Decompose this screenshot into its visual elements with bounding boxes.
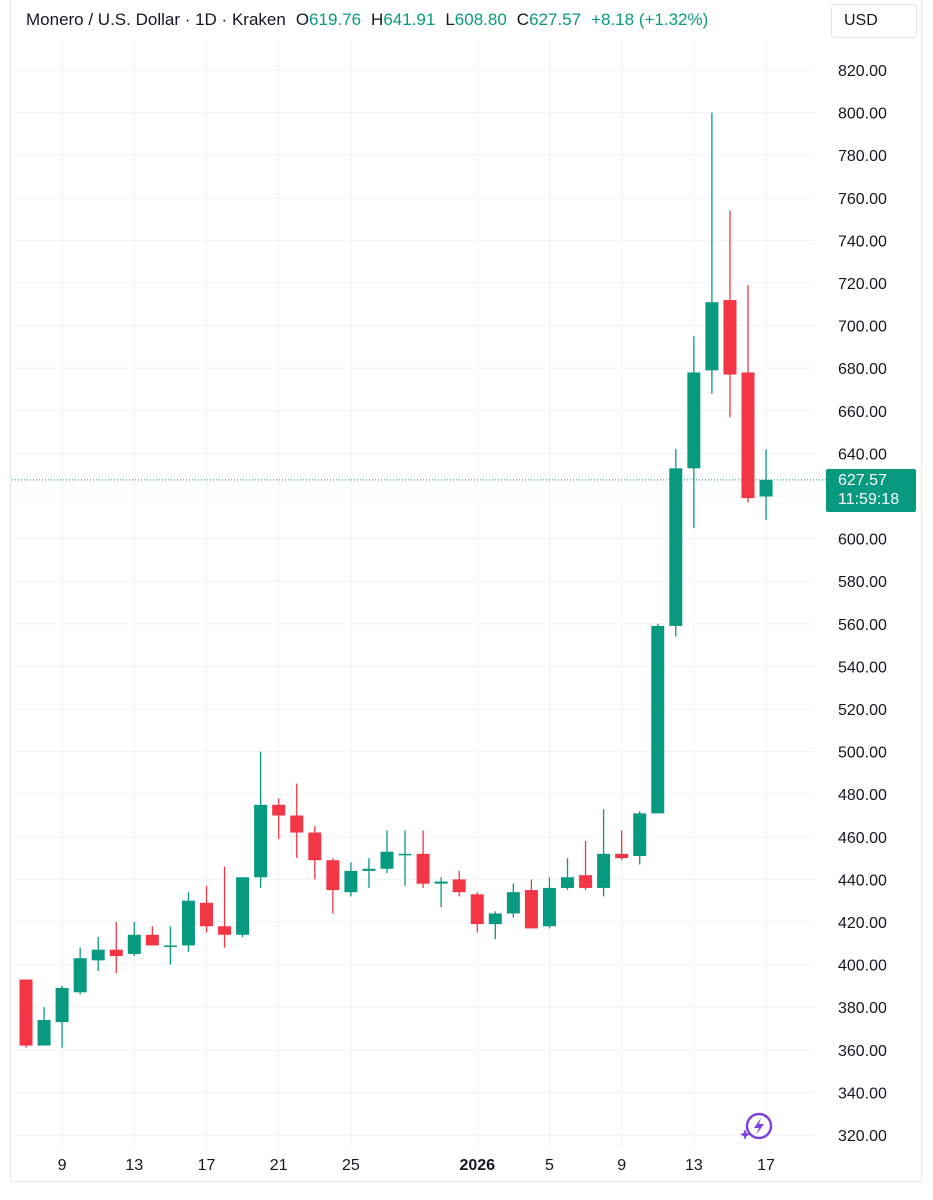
y-tick-label: 780.00: [838, 148, 887, 165]
candle-body: [741, 372, 755, 499]
candle-body: [200, 902, 213, 927]
candle-body: [326, 860, 340, 891]
last-price: 627.57: [838, 472, 887, 489]
x-tick-label: 9: [58, 1157, 67, 1174]
y-tick-label: 540.00: [838, 659, 887, 676]
candle-body: [705, 302, 719, 371]
y-tick-label: 660.00: [838, 404, 887, 421]
y-tick-label: 500.00: [838, 745, 887, 762]
candle-body: [524, 890, 538, 929]
candle-body: [434, 881, 448, 884]
x-tick-label: 21: [270, 1157, 288, 1174]
high-label: H: [371, 10, 384, 29]
candle-body: [290, 815, 304, 833]
y-tick-label: 640.00: [838, 446, 887, 463]
candle-body: [37, 1019, 51, 1046]
candle-body: [344, 870, 358, 893]
x-tick-label: 13: [125, 1157, 143, 1174]
x-tick-label: 25: [342, 1157, 360, 1174]
symbol-title[interactable]: Monero / U.S. Dollar · 1D · Kraken: [26, 10, 286, 29]
y-tick-label: 520.00: [838, 702, 887, 719]
candle-body: [488, 913, 502, 925]
candle-body: [633, 813, 647, 856]
chart-frame: [10, 0, 922, 1182]
close-value: 627.57: [529, 10, 582, 29]
lightning-sparkle-icon[interactable]: [738, 1110, 774, 1144]
y-tick-label: 320.00: [838, 1128, 887, 1145]
y-tick-label: 700.00: [838, 319, 887, 336]
candle-body: [416, 853, 430, 884]
low-value: 608.80: [454, 10, 507, 29]
candle-body: [398, 853, 412, 856]
candle-body: [91, 949, 105, 961]
y-tick-label: 340.00: [838, 1085, 887, 1102]
bar-countdown: 11:59:18: [838, 491, 900, 508]
x-tick-label: 17: [757, 1157, 775, 1174]
x-tick-label: 2026: [459, 1157, 495, 1174]
candle-body: [723, 300, 737, 375]
open-value: 619.76: [309, 10, 362, 29]
candle-body: [55, 988, 69, 1023]
y-tick-label: 420.00: [838, 915, 887, 932]
symbol-legend: Monero / U.S. Dollar · 1D · Kraken O619.7…: [26, 10, 708, 30]
candle-body: [308, 832, 322, 861]
x-tick-label: 5: [545, 1157, 554, 1174]
y-tick-label: 480.00: [838, 787, 887, 804]
x-tick-label: 9: [617, 1157, 626, 1174]
candle-body: [579, 875, 593, 888]
candle-body: [561, 877, 574, 888]
candle-body: [759, 479, 773, 497]
x-tick-label: 13: [685, 1157, 703, 1174]
y-tick-label: 400.00: [838, 958, 887, 975]
y-tick-label: 380.00: [838, 1000, 887, 1017]
y-tick-label: 800.00: [838, 106, 887, 123]
candle-body: [470, 894, 484, 925]
y-tick-label: 740.00: [838, 233, 887, 250]
candle-body: [73, 958, 87, 993]
candle-body: [597, 853, 611, 888]
candle-body: [669, 468, 683, 626]
candle-body: [687, 372, 701, 469]
candle-body: [272, 804, 286, 816]
candle-body: [380, 851, 394, 869]
y-tick-label: 440.00: [838, 872, 887, 889]
candle-body: [615, 853, 629, 859]
candle-body: [452, 879, 466, 893]
y-tick-label: 600.00: [838, 532, 887, 549]
candle-body: [145, 934, 159, 946]
y-tick-label: 560.00: [838, 617, 887, 634]
close-label: C: [516, 10, 530, 29]
y-tick-label: 360.00: [838, 1043, 887, 1060]
currency-button[interactable]: USD: [831, 4, 917, 38]
open-label: O: [295, 10, 310, 29]
x-tick-label: 17: [198, 1157, 216, 1174]
candle-body: [506, 892, 520, 914]
candle-body: [254, 804, 268, 878]
candle-body: [163, 945, 177, 947]
y-tick-label: 760.00: [838, 191, 887, 208]
y-tick-label: 720.00: [838, 276, 887, 293]
candle-body: [362, 868, 376, 871]
candle-body: [236, 877, 250, 935]
candle-body: [109, 949, 123, 957]
y-tick-label: 820.00: [838, 63, 887, 80]
candle-body: [651, 625, 665, 814]
y-tick-label: 580.00: [838, 574, 887, 591]
low-label: L: [445, 10, 455, 29]
y-tick-label: 460.00: [838, 830, 887, 847]
candle-body: [19, 979, 33, 1046]
candle-body: [181, 900, 195, 946]
candle-body: [127, 934, 141, 954]
change-value: +8.18 (+1.32%): [591, 10, 709, 29]
high-value: 641.91: [383, 10, 436, 29]
candle-body: [218, 926, 232, 935]
y-tick-label: 680.00: [838, 361, 887, 378]
candle-body: [542, 887, 556, 927]
last-price-tag: 627.57 11:59:18: [826, 469, 916, 512]
